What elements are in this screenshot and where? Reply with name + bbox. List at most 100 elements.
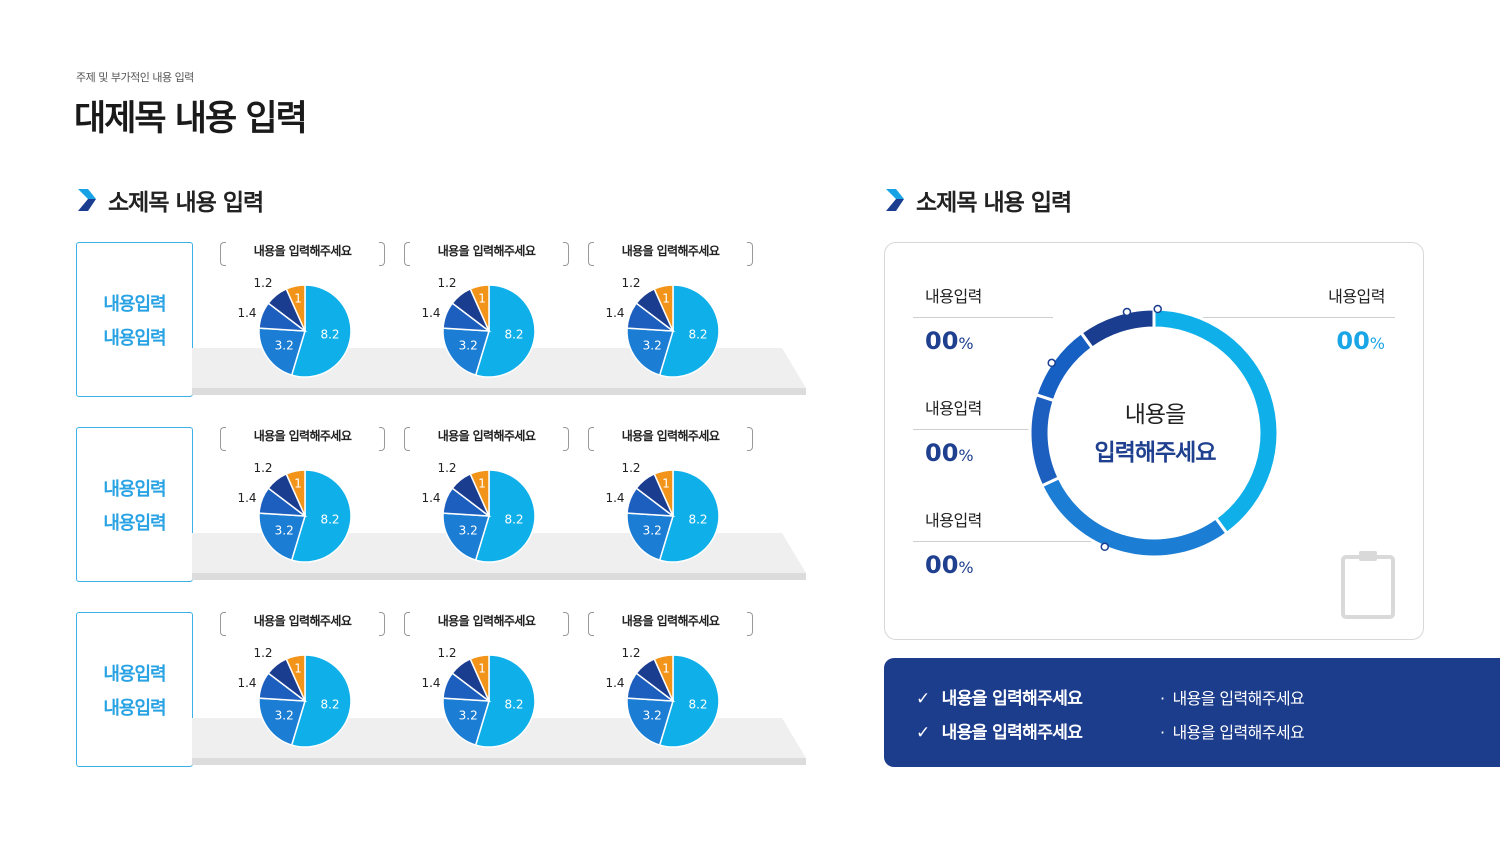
pie-slice <box>626 512 674 561</box>
bracket-right <box>563 612 569 636</box>
pie-slice-label: 1.4 <box>421 491 440 505</box>
pie-slice-label: 1 <box>662 662 670 676</box>
pie-slice-label: 8.2 <box>688 698 707 712</box>
clipboard-icon <box>1341 551 1395 619</box>
pie-slice-label: 3.2 <box>459 338 478 352</box>
bracket-left <box>588 427 594 451</box>
pie-slice-label: 8.2 <box>320 513 339 527</box>
pie-slice-label: 1 <box>478 292 486 306</box>
pie-slice <box>658 654 720 748</box>
pie-chart-unit: 내용을 입력해주세요 8.2 3.2 1.4 1.2 1 <box>220 242 385 382</box>
pie-slice-label: 1 <box>478 662 486 676</box>
stat-divider <box>913 429 1033 430</box>
pie-slice-label: 8.2 <box>504 513 523 527</box>
donut-marker <box>1122 307 1132 317</box>
pie-slice <box>474 284 536 378</box>
pie-chart-unit: 내용을 입력해주세요 8.2 3.2 1.4 1.2 1 <box>220 612 385 752</box>
stat-label-1: 내용입력 <box>925 287 982 306</box>
bracket-right <box>379 612 385 636</box>
pie-chart: 8.2 3.2 1.4 1.2 1 <box>605 461 720 563</box>
donut-chart <box>1028 304 1280 559</box>
pie-slice-label: 3.2 <box>275 708 294 722</box>
pie-title: 내용을 입력해주세요 <box>621 614 720 628</box>
pie-slice-label: 1.4 <box>421 306 440 320</box>
stat-label-2: 내용입력 <box>925 399 982 418</box>
pie-title: 내용을 입력해주세요 <box>437 614 536 628</box>
pie-slice-label: 3.2 <box>459 708 478 722</box>
bracket-right <box>563 242 569 266</box>
bracket-left <box>404 427 410 451</box>
pie-chart: 8.2 3.2 1.4 1.2 1 <box>421 461 536 563</box>
pie-slice <box>653 654 674 702</box>
pie-slice-label: 3.2 <box>643 523 662 537</box>
pie-slice <box>474 654 536 748</box>
pie-slice <box>469 469 490 517</box>
pie-slice <box>258 512 306 561</box>
chevron-right-icon <box>78 189 96 211</box>
pie-slice-label: 3.2 <box>459 523 478 537</box>
pie-chart: 8.2 3.2 1.4 1.2 1 <box>237 276 352 378</box>
row-label-text: 내용입력 <box>103 293 166 315</box>
row-label-text: 내용입력 <box>103 327 166 349</box>
stat-value-4: 00% <box>1336 327 1385 355</box>
bullet-item-2: · 내용을 입력해주세요 <box>1160 723 1305 742</box>
bracket-right <box>563 427 569 451</box>
pie-slice <box>658 469 720 563</box>
pie-slice-label: 3.2 <box>275 523 294 537</box>
page-title: 대제목 내용 입력 <box>74 99 308 139</box>
stat-label-4: 내용입력 <box>1328 287 1385 306</box>
row-label-text: 내용입력 <box>103 478 166 500</box>
donut-segment <box>1079 307 1156 351</box>
pie-chart-unit: 내용을 입력해주세요 8.2 3.2 1.4 1.2 1 <box>404 612 569 752</box>
stat-label-3: 내용입력 <box>925 511 982 530</box>
stat-divider <box>913 317 1053 318</box>
bullet-icon: · <box>1160 689 1165 708</box>
pie-slice <box>285 469 306 517</box>
check-icon: ✓ <box>916 689 930 709</box>
pie-chart: 8.2 3.2 1.4 1.2 1 <box>237 646 352 748</box>
stat-value-2: 00% <box>925 439 974 467</box>
pie-slice-label: 1 <box>294 477 302 491</box>
pie-title: 내용을 입력해주세요 <box>253 614 352 628</box>
pie-slice-label: 1 <box>662 477 670 491</box>
pie-slice <box>442 327 490 376</box>
pie-title: 내용을 입력해주세요 <box>621 244 720 258</box>
donut-segment <box>1034 330 1095 403</box>
check-item-2: ✓ 내용을 입력해주세요 <box>916 723 1083 743</box>
pie-slice <box>626 327 674 376</box>
pie-slice-label: 1.2 <box>253 646 272 660</box>
pie-slice <box>290 284 352 378</box>
stat-value-1: 00% <box>925 327 974 355</box>
pie-slice-label: 1.2 <box>437 646 456 660</box>
summary-bar: ✓ 내용을 입력해주세요 ✓ 내용을 입력해주세요 · 내용을 입력해주세요 · 내용을… <box>884 658 1500 767</box>
bracket-right <box>379 427 385 451</box>
pie-slice <box>258 327 306 376</box>
donut-marker <box>1047 358 1056 368</box>
bracket-left <box>220 242 226 266</box>
pie-slice-label: 3.2 <box>275 338 294 352</box>
bullet-item-1: · 내용을 입력해주세요 <box>1160 689 1305 708</box>
row-label-text: 내용입력 <box>103 512 166 534</box>
stat-value-3: 00% <box>925 551 974 579</box>
right-section-title: 소제목 내용 입력 <box>916 190 1072 216</box>
right-section-heading: 소제목 내용 입력 <box>884 183 1072 217</box>
pie-title: 내용을 입력해주세요 <box>437 429 536 443</box>
pie-slice-label: 1 <box>478 477 486 491</box>
donut-segment <box>1039 475 1229 559</box>
row-label-box: 내용입력 내용입력 <box>76 612 193 767</box>
donut-center-line2: 입력해주세요 <box>1094 440 1217 466</box>
pie-slice-label: 8.2 <box>688 513 707 527</box>
pie-chart: 8.2 3.2 1.4 1.2 1 <box>237 461 352 563</box>
pie-slice <box>285 284 306 332</box>
bracket-right <box>747 427 753 451</box>
pie-slice-label: 8.2 <box>320 328 339 342</box>
pie-slice-label: 8.2 <box>688 328 707 342</box>
pie-slice <box>653 469 674 517</box>
pie-slice-label: 1.2 <box>437 461 456 475</box>
pie-title: 내용을 입력해주세요 <box>437 244 536 258</box>
bracket-right <box>747 242 753 266</box>
stat-divider <box>1197 317 1395 318</box>
pie-slice <box>626 697 674 746</box>
left-section-title: 소제목 내용 입력 <box>108 190 264 216</box>
pie-slice-label: 1.4 <box>605 306 624 320</box>
